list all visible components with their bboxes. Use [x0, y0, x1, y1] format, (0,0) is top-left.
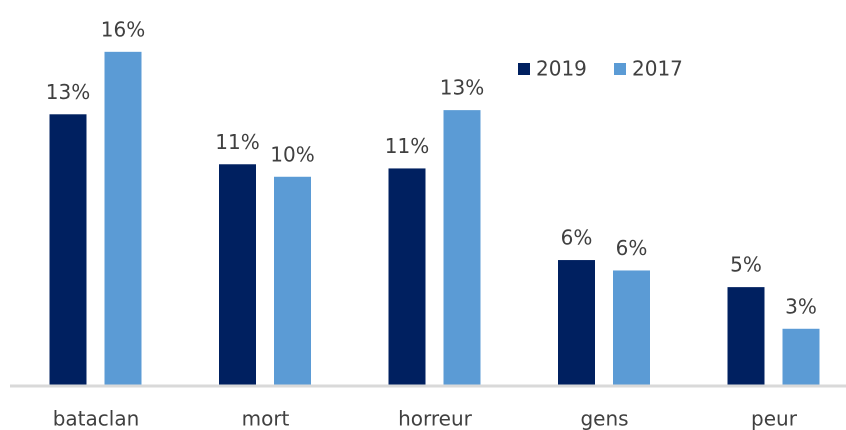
bar — [782, 328, 820, 385]
data-label: 11% — [215, 130, 259, 154]
bar — [727, 287, 765, 385]
bar — [558, 260, 595, 385]
data-label: 16% — [101, 17, 145, 41]
x-tick-label: gens — [580, 407, 628, 430]
x-tick-label: horreur — [398, 407, 473, 430]
data-label: 10% — [270, 142, 314, 166]
legend-swatch — [518, 63, 530, 75]
data-label: 3% — [785, 294, 817, 318]
bar — [613, 270, 650, 385]
bar — [388, 168, 426, 385]
bar — [219, 164, 256, 385]
x-tick-label: peur — [751, 407, 798, 430]
bar — [274, 176, 311, 385]
legend-label: 2019 — [536, 57, 587, 81]
data-label: 13% — [440, 76, 484, 100]
data-label: 6% — [561, 226, 593, 250]
bar — [443, 110, 481, 386]
data-label: 5% — [730, 253, 762, 277]
x-tick-label: bataclan — [53, 407, 140, 430]
bar — [49, 114, 87, 385]
legend-label: 2017 — [632, 57, 683, 81]
bar — [104, 51, 142, 386]
legend-swatch — [614, 63, 626, 75]
data-label: 11% — [385, 134, 429, 158]
x-tick-label: mort — [242, 407, 290, 430]
data-label: 13% — [46, 80, 90, 104]
data-label: 6% — [616, 236, 648, 260]
